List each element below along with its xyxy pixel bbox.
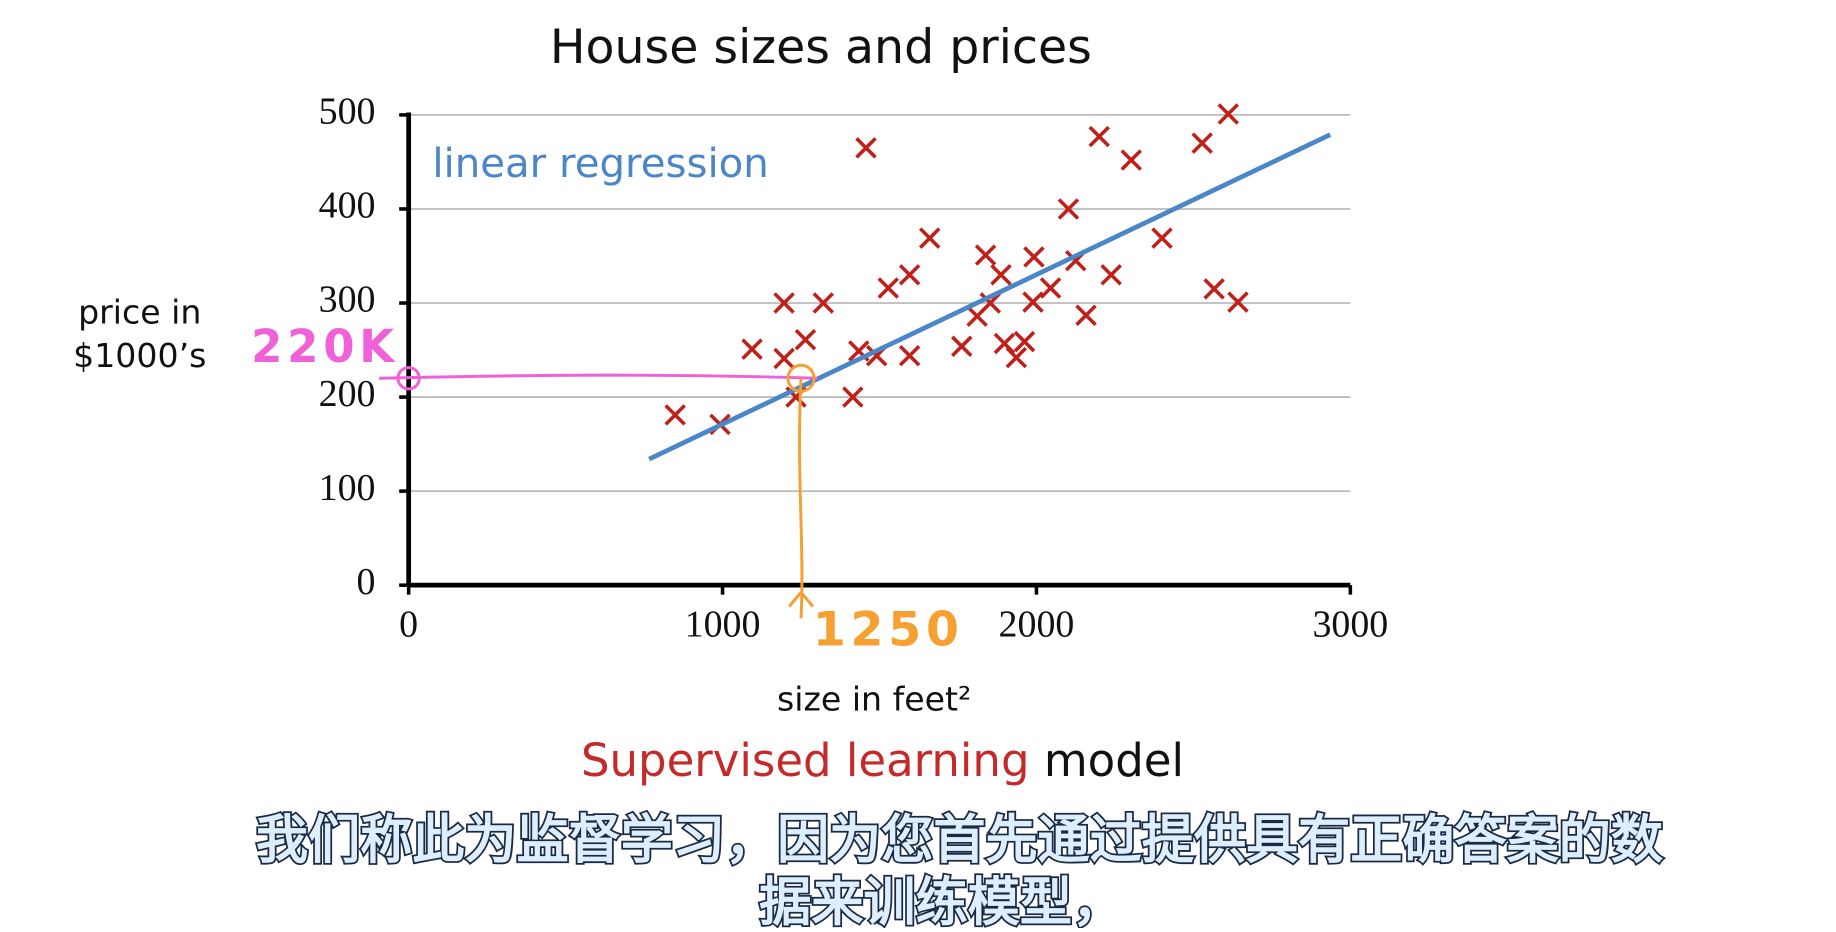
data-point — [842, 386, 864, 408]
data-point — [1203, 278, 1225, 300]
data-point — [1039, 277, 1062, 299]
caption: Supervised learning model — [581, 734, 1184, 787]
data-point — [1013, 330, 1036, 353]
data-point — [664, 404, 686, 426]
data-point — [773, 292, 795, 314]
annotation-line — [788, 378, 815, 619]
annotation-label: 1250 — [813, 603, 964, 658]
subtitle-line: 据来训练模型， — [759, 873, 1124, 928]
regression-line — [648, 132, 1332, 462]
chart-title: House sizes and prices — [550, 20, 1092, 75]
regression-label: linear regression — [432, 141, 768, 187]
data-point — [1100, 264, 1122, 286]
data-point — [1151, 227, 1173, 249]
data-point — [898, 344, 921, 367]
x-tick-label: 3000 — [1312, 604, 1388, 646]
annotation-label: 220K — [251, 320, 399, 373]
caption-rest: model — [1044, 734, 1184, 787]
x-tick-label: 1000 — [685, 604, 761, 646]
data-point — [1227, 291, 1249, 313]
data-point — [1075, 304, 1097, 326]
annotation-circle — [786, 363, 816, 393]
data-point — [951, 335, 973, 358]
annotation-circle — [396, 366, 421, 391]
y-tick-label: 400 — [319, 185, 376, 227]
data-point — [794, 328, 817, 351]
data-point — [812, 292, 835, 314]
data-point — [877, 277, 900, 299]
x-tick-label: 2000 — [999, 604, 1075, 646]
y-tick-label: 300 — [319, 279, 376, 321]
data-point — [741, 338, 763, 360]
data-point — [773, 347, 795, 370]
data-point — [1005, 346, 1028, 369]
y-tick-label: 0 — [357, 561, 376, 603]
y-axis-label: price in — [78, 292, 201, 331]
data-point — [855, 137, 877, 159]
y-tick-label: 100 — [319, 467, 376, 509]
annotation-line — [379, 373, 818, 380]
y-axis-label: $1000’s — [73, 336, 206, 375]
data-point — [1120, 149, 1142, 171]
y-tick-label: 200 — [319, 373, 376, 415]
x-axis-label: size in feet² — [777, 680, 971, 719]
data-point — [1023, 246, 1045, 268]
data-point — [974, 244, 997, 266]
subtitle-line: 我们称此为监督学习，因为您首先通过提供具有正确答案的数 — [256, 810, 1664, 870]
data-point — [1217, 103, 1239, 125]
y-tick-label: 500 — [319, 91, 376, 133]
data-point — [1022, 291, 1044, 313]
data-point — [979, 292, 1002, 314]
data-point — [1191, 132, 1213, 154]
x-tick-label: 0 — [399, 604, 418, 646]
data-point — [918, 227, 941, 249]
data-point — [1088, 125, 1110, 148]
data-point — [898, 264, 921, 286]
data-point — [990, 264, 1012, 286]
data-point — [1057, 198, 1080, 220]
caption-highlight: Supervised learning — [581, 734, 1030, 787]
